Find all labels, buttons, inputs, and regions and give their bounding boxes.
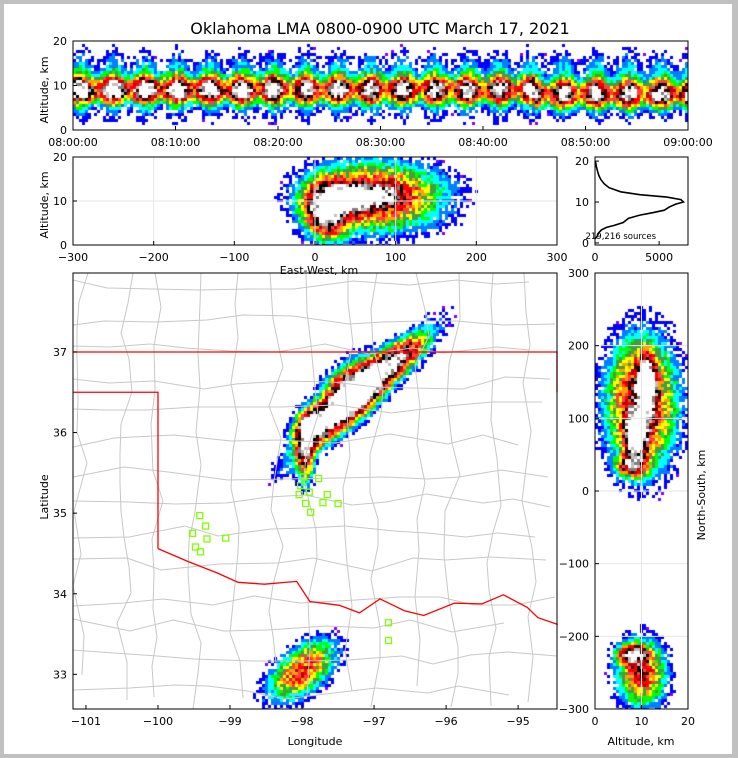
y-tick-label: 20	[53, 151, 67, 164]
y-tick-label: 0	[582, 485, 589, 498]
station-marker	[295, 490, 303, 499]
x-tick-label: −95	[506, 715, 529, 728]
x-tick-label: 08:10:00	[151, 136, 200, 149]
x-tick-label: 100	[385, 251, 406, 264]
x-tick-label: 08:40:00	[458, 136, 507, 149]
x-tick-label: 20	[681, 715, 695, 728]
x-tick-label: −99	[218, 715, 241, 728]
x-tick-label: −101	[71, 715, 101, 728]
y-tick-label: 20	[53, 35, 67, 48]
x-tick-label: 09:00:00	[663, 136, 712, 149]
source-count: 219,216 sources	[585, 232, 656, 242]
time-height-ylabel: Altitude, km	[38, 56, 51, 123]
x-tick-label: 08:20:00	[253, 136, 302, 149]
y-tick-label: 0	[582, 237, 589, 250]
x-tick-label: 08:30:00	[356, 136, 405, 149]
station-marker	[323, 490, 331, 499]
station-marker	[222, 534, 230, 542]
y-tick-label: −300	[559, 703, 589, 716]
x-tick-label: 0	[312, 251, 319, 264]
x-tick-label: −100	[219, 251, 249, 264]
x-tick-label: −96	[434, 715, 457, 728]
y-tick-label: 200	[568, 340, 589, 353]
x-tick-label: 0	[592, 251, 599, 264]
altitude-histogram-line	[594, 160, 686, 240]
red-river-border	[157, 548, 559, 626]
y-tick-label: 36	[53, 427, 67, 440]
x-tick-label: −300	[58, 251, 88, 264]
y-tick-label: 0	[60, 124, 67, 137]
y-tick-label: 33	[53, 668, 67, 681]
station-marker	[307, 508, 315, 517]
time-height-density	[73, 41, 688, 130]
station-marker	[319, 499, 327, 507]
county-lines	[72, 272, 558, 710]
ns-ylabel: North-South, km	[695, 450, 708, 541]
y-tick-label: −100	[559, 558, 589, 571]
station-marker	[203, 535, 211, 543]
x-tick-label: 5000	[645, 251, 673, 264]
station-marker	[334, 499, 342, 508]
y-tick-label: 35	[53, 507, 67, 520]
y-tick-label: 34	[53, 588, 67, 601]
axes-overlay: Oklahoma LMA 0800-0900 UTC March 17, 202…	[38, 19, 713, 748]
y-tick-label: 20	[575, 155, 589, 168]
x-tick-label: −97	[362, 715, 385, 728]
time-height-frame	[72, 40, 689, 131]
ns-xlabel: Altitude, km	[607, 735, 674, 748]
y-tick-label: 37	[53, 346, 67, 359]
station-marker	[196, 548, 205, 556]
ew-ylabel: Altitude, km	[38, 171, 51, 238]
x-tick-label: 08:00:00	[48, 136, 97, 149]
y-tick-label: −200	[559, 630, 589, 643]
panhandle-border	[73, 391, 159, 549]
map-ylabel: Latitude	[38, 474, 51, 520]
map-xlabel: Longitude	[288, 735, 343, 748]
station-marker	[196, 511, 204, 520]
x-tick-label: 08:50:00	[561, 136, 610, 149]
x-tick-label: −200	[139, 251, 169, 264]
figure: Oklahoma LMA 0800-0900 UTC March 17, 202…	[4, 4, 732, 754]
station-marker	[314, 474, 323, 483]
station-marker	[201, 522, 210, 530]
y-tick-label: 100	[568, 412, 589, 425]
x-tick-label: 0	[592, 715, 599, 728]
y-tick-label: 10	[53, 80, 67, 93]
ew-xlabel: East-West, km	[280, 264, 358, 277]
station-marker	[191, 543, 200, 551]
x-tick-label: 300	[547, 251, 568, 264]
x-tick-label: −98	[290, 715, 313, 728]
station-marker	[188, 529, 197, 537]
plan-view-frame	[72, 272, 558, 710]
y-tick-label: 300	[568, 267, 589, 280]
x-tick-label: −100	[143, 715, 173, 728]
y-tick-label: 0	[60, 239, 67, 252]
station-marker	[296, 482, 305, 490]
station-marker	[301, 499, 310, 508]
x-tick-label: 200	[466, 251, 487, 264]
station-marker	[299, 473, 308, 481]
histogram-frame	[594, 156, 689, 246]
station-marker	[384, 636, 393, 645]
chart-title: Oklahoma LMA 0800-0900 UTC March 17, 202…	[190, 19, 569, 38]
y-tick-label: 10	[53, 195, 67, 208]
y-tick-label: 10	[575, 196, 589, 209]
station-marker	[305, 488, 313, 496]
station-marker	[384, 619, 393, 627]
x-tick-label: 10	[635, 715, 649, 728]
